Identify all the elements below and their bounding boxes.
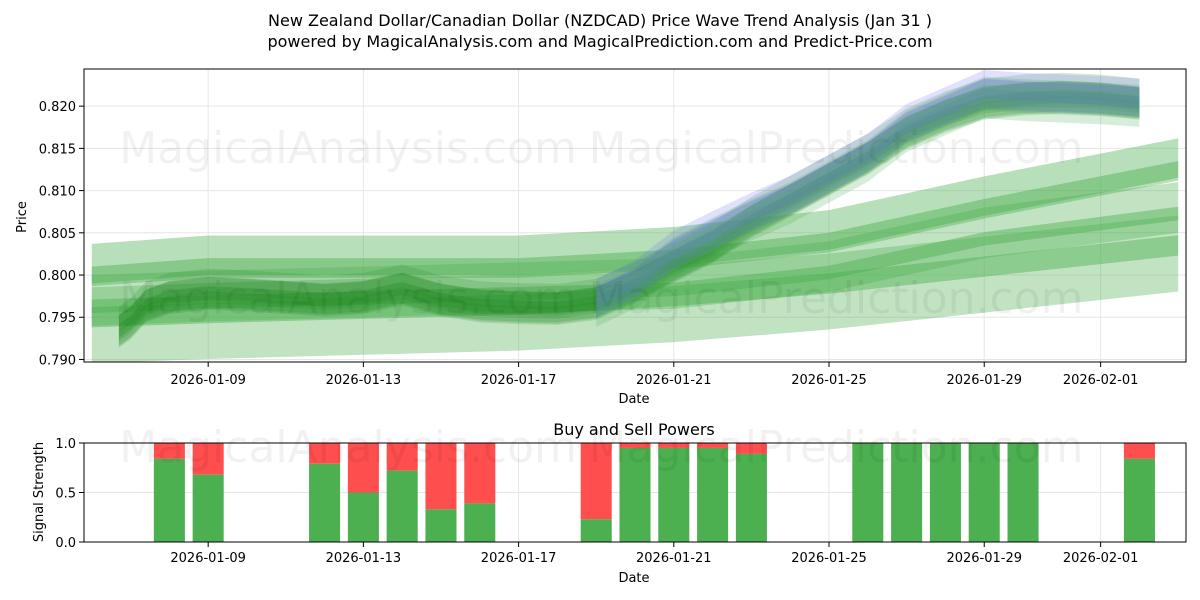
green-wave-band [596, 76, 1140, 319]
buy-bar [347, 492, 379, 542]
history-wave-band [118, 81, 1140, 339]
buy-bar [386, 470, 418, 542]
sell-bar [386, 443, 418, 471]
signal-x-label: Date [618, 571, 649, 586]
buy-bar [192, 474, 224, 542]
signal-x-tick-label: 2026-01-13 [326, 551, 402, 566]
history-wave-band [118, 90, 1140, 348]
history-wave-band [118, 95, 1140, 347]
forecast-band [91, 206, 1179, 314]
price-plot: MagicalAnalysis.com MagicalPrediction.co… [15, 68, 1187, 407]
forecast-band [91, 161, 1179, 284]
price-y-tick-label: 0.815 [39, 142, 76, 157]
signal-x-tick-label: 2026-01-09 [170, 551, 246, 566]
forecast-band [91, 215, 1179, 362]
price-x-tick-label: 2026-01-25 [791, 373, 867, 388]
sell-bar [619, 443, 651, 448]
signal-x-tick-label: 2026-01-25 [791, 551, 867, 566]
history-wave-band [118, 81, 1140, 333]
sell-bar [1123, 443, 1155, 459]
price-x-label: Date [618, 392, 649, 407]
watermark-analysis-bottom: MagicalAnalysis.com [119, 422, 577, 473]
price-x-tick-label: 2026-01-17 [481, 373, 557, 388]
sell-bar [697, 443, 729, 448]
signal-bars [153, 443, 1155, 542]
price-x-tick-label: 2026-01-13 [326, 373, 402, 388]
buy-bar [968, 443, 1000, 542]
signal-title: Buy and Sell Powers [553, 420, 715, 439]
forecast-band [91, 235, 1179, 328]
price-x-tick-label: 2026-02-01 [1063, 373, 1139, 388]
sell-bar [658, 443, 690, 448]
buy-bar [658, 447, 690, 542]
sell-bar [347, 443, 379, 493]
signal-x-axis: 2026-01-09 2026-01-13 2026-01-17 2026-01-21… [170, 542, 1138, 566]
chart-title-line1: New Zealand Dollar/Canadian Dollar (NZDC… [268, 11, 932, 30]
price-grid [84, 69, 1186, 362]
history-wave-band [118, 90, 1140, 342]
buy-bar [1123, 458, 1155, 542]
buy-bar [153, 458, 185, 542]
watermark-prediction-top: MagicalPrediction.com [589, 123, 1084, 174]
forecast-band [91, 138, 1179, 287]
history-wave-band [118, 80, 1140, 346]
blue-wave-band [596, 79, 1140, 317]
price-bands [91, 70, 1179, 362]
buy-bar [697, 447, 729, 542]
sell-bar [464, 443, 496, 504]
price-y-tick-label: 0.820 [39, 100, 76, 115]
watermark-analysis-top: MagicalAnalysis.com [119, 123, 577, 174]
buy-bar [1007, 443, 1039, 542]
buy-bar [425, 509, 457, 542]
signal-y-tick-label: 0.5 [55, 487, 76, 502]
price-y-tick-label: 0.810 [39, 185, 76, 200]
blue-wave-band [596, 88, 1140, 318]
buy-bar [735, 453, 767, 542]
watermark-analysis-mid: MagicalAnalysis.com [119, 273, 577, 324]
blue-wave-band [596, 70, 1140, 308]
price-y-tick-label: 0.790 [39, 353, 76, 368]
history-wave-band [118, 72, 1140, 338]
buy-bar [891, 443, 923, 542]
green-wave-band [596, 84, 1140, 327]
price-y-tick-label: 0.800 [39, 269, 76, 284]
forecast-band [91, 182, 1179, 326]
buy-bar [852, 443, 884, 542]
sell-bar [735, 443, 767, 454]
watermark-prediction-mid: MagicalPrediction.com [589, 273, 1084, 324]
signal-plot: Buy and Sell Powers MagicalAnalysis.com … [32, 420, 1187, 586]
sell-bar [309, 443, 341, 464]
signal-y-label: Signal Strength [32, 442, 47, 542]
price-y-axis: 0.790 0.795 0.800 0.805 0.810 0.815 0.820 [39, 100, 84, 368]
signal-y-axis: 0.0 0.5 1.0 [55, 437, 84, 551]
price-x-tick-label: 2026-01-29 [946, 373, 1022, 388]
signal-x-tick-label: 2026-01-21 [636, 551, 712, 566]
watermark-prediction-bottom: MagicalPrediction.com [589, 422, 1084, 473]
chart-title-line2: powered by MagicalAnalysis.com and Magic… [267, 32, 932, 51]
price-y-tick-label: 0.805 [39, 227, 76, 242]
price-plot-frame [83, 68, 1187, 363]
sell-bar [425, 443, 457, 510]
buy-bar [929, 443, 961, 542]
signal-x-tick-label: 2026-02-01 [1063, 551, 1139, 566]
buy-bar [580, 519, 612, 542]
price-x-axis: 2026-01-09 2026-01-13 2026-01-17 2026-01-21… [170, 362, 1138, 388]
buy-bar [309, 463, 341, 542]
price-x-tick-label: 2026-01-21 [636, 373, 712, 388]
price-y-tick-label: 0.795 [39, 311, 76, 326]
sell-bar [153, 443, 185, 459]
signal-y-tick-label: 1.0 [55, 437, 76, 452]
buy-bar [619, 447, 651, 542]
buy-bar [464, 503, 496, 542]
price-x-tick-label: 2026-01-09 [170, 373, 246, 388]
signal-x-tick-label: 2026-01-17 [481, 551, 557, 566]
price-y-label: Price [15, 201, 30, 233]
signal-y-tick-label: 0.0 [55, 536, 76, 551]
sell-bar [580, 443, 612, 520]
blue-wave-band [596, 78, 1140, 308]
signal-x-tick-label: 2026-01-29 [946, 551, 1022, 566]
sell-bar [192, 443, 224, 475]
